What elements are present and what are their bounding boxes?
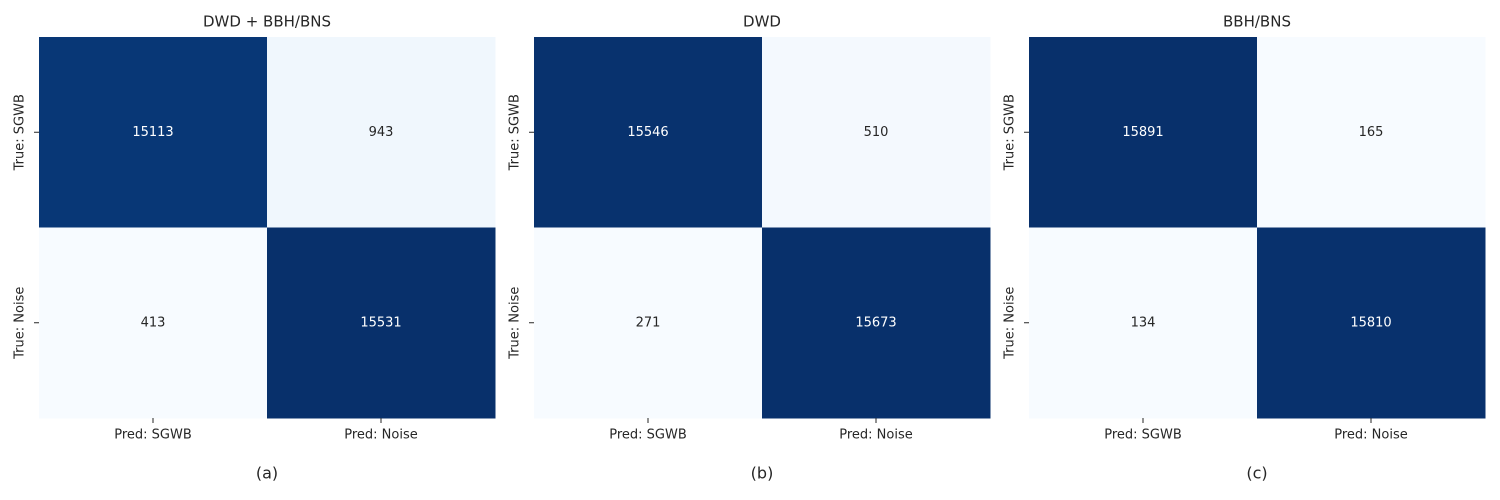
panel-caption: (c)	[1246, 464, 1267, 483]
x-tick-label: Pred: SGWB	[114, 428, 192, 443]
cell-value-label: 15891	[1122, 125, 1163, 140]
cell-value-label: 15673	[855, 315, 896, 330]
cell-value-label: 15531	[360, 315, 401, 330]
y-tick-label: True: Noise	[1003, 287, 1018, 360]
cell-value-label: 15810	[1350, 315, 1391, 330]
heatmap-cell	[267, 37, 496, 228]
x-tick-label: Pred: SGWB	[1104, 428, 1182, 443]
chart-title: DWD	[743, 13, 781, 31]
y-tick-label: True: Noise	[508, 287, 523, 360]
chart-title: BBH/BNS	[1223, 13, 1291, 31]
panel-caption: (a)	[256, 464, 278, 483]
y-tick-label: True: SGWB	[13, 94, 28, 171]
cell-value-label: 510	[864, 125, 889, 140]
heatmap-cell	[1257, 37, 1486, 228]
heatmap-cell	[1029, 37, 1258, 228]
y-tick-label: True: SGWB	[1003, 94, 1018, 171]
cell-value-label: 15113	[132, 125, 173, 140]
heatmap-cell	[534, 227, 763, 419]
cell-value-label: 271	[636, 315, 661, 330]
heatmap-cell	[762, 37, 991, 228]
panel-caption: (b)	[751, 464, 774, 483]
chart-title: DWD + BBH/BNS	[203, 13, 331, 31]
heatmap-cell	[39, 227, 268, 419]
x-tick-label: Pred: Noise	[839, 428, 913, 443]
y-tick-label: True: SGWB	[508, 94, 523, 171]
cell-value-label: 943	[369, 125, 394, 140]
cell-value-label: 413	[141, 315, 166, 330]
heatmap-cell	[762, 227, 991, 419]
cell-value-label: 15546	[627, 125, 668, 140]
cell-value-label: 134	[1131, 315, 1156, 330]
heatmap-cell	[39, 37, 268, 228]
heatmap-cell	[1029, 227, 1258, 419]
y-tick-label: True: Noise	[13, 287, 28, 360]
heatmap-cell	[267, 227, 496, 419]
x-tick-label: Pred: Noise	[344, 428, 418, 443]
x-tick-label: Pred: Noise	[1334, 428, 1408, 443]
heatmap-cell	[1257, 227, 1486, 419]
cell-value-label: 165	[1359, 125, 1384, 140]
x-tick-label: Pred: SGWB	[609, 428, 687, 443]
heatmap-cell	[534, 37, 763, 228]
